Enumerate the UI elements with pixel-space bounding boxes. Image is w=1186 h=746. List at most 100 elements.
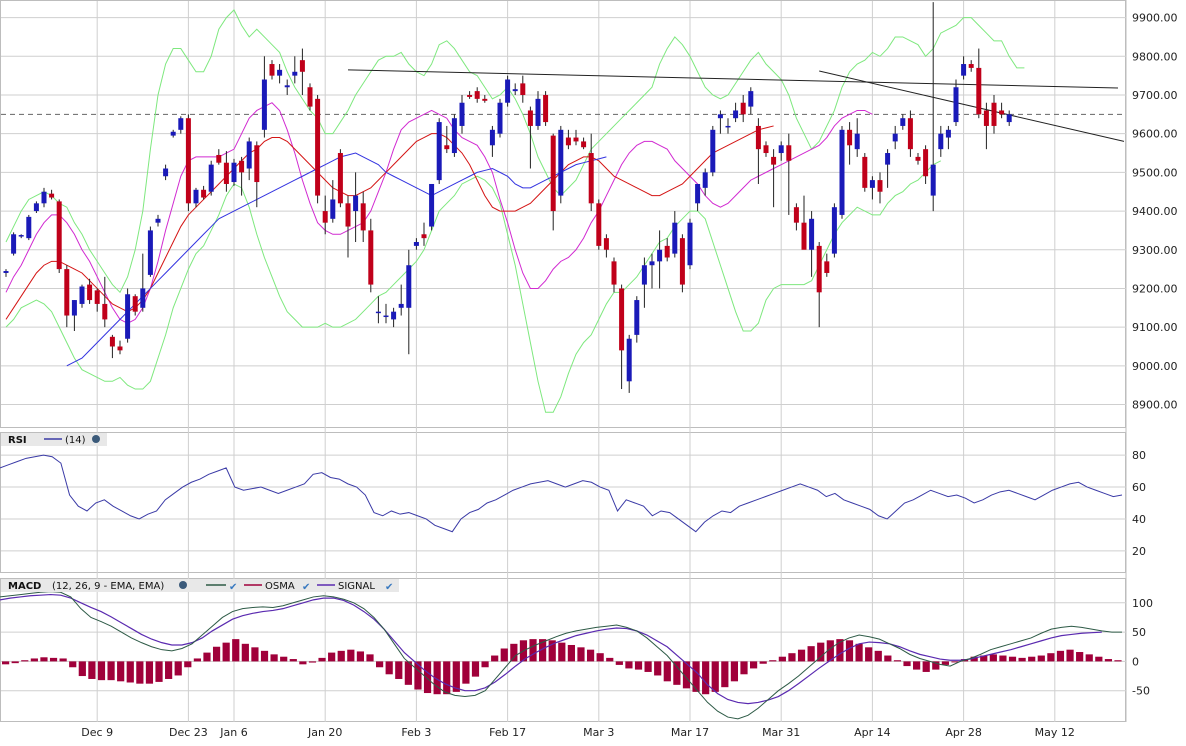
- check-icon[interactable]: ✔: [229, 582, 237, 593]
- panel-frames: [0, 0, 1127, 722]
- moving-average-slow-line: [66, 152, 607, 367]
- candle-body: [885, 153, 891, 165]
- rsi-tick-label: 60: [1132, 481, 1146, 494]
- price-tick-label: 9600.00: [1132, 128, 1178, 141]
- macd-line: [0, 591, 1122, 720]
- candle-body: [611, 261, 617, 285]
- osma-bar: [721, 661, 729, 688]
- rsi-params: (14): [65, 435, 86, 446]
- candle-body: [102, 303, 108, 320]
- bollinger-upper-line: [5, 9, 1025, 294]
- date-tick-label: Jan 6: [219, 726, 247, 739]
- osma-bar: [903, 661, 911, 667]
- date-tick-label: Dec 23: [169, 726, 208, 739]
- signal-legend-label: SIGNAL: [338, 581, 375, 592]
- candle-body: [64, 269, 70, 316]
- osma-bar: [548, 640, 556, 662]
- candle-body: [208, 164, 214, 192]
- osma-bar: [2, 661, 10, 665]
- osma-bar: [433, 661, 441, 695]
- price-tick-label: 9000.00: [1132, 360, 1178, 373]
- rsi-header[interactable]: RSI (14): [1, 433, 107, 446]
- check-icon[interactable]: ✔: [302, 582, 310, 593]
- candle-body: [261, 79, 267, 130]
- candle-body: [824, 261, 830, 273]
- osma-bar: [692, 661, 700, 692]
- osma-bar: [586, 649, 595, 662]
- candle-body: [117, 346, 123, 351]
- candle-body: [489, 129, 495, 146]
- candle-body: [771, 156, 777, 165]
- candle-body: [664, 245, 670, 258]
- osma-bar: [318, 657, 326, 662]
- candle-body: [953, 87, 959, 123]
- candle-body: [581, 141, 587, 148]
- osma-bar: [328, 652, 336, 662]
- osma-bar: [1076, 652, 1084, 662]
- candle-body: [915, 156, 921, 161]
- candle-body: [550, 135, 556, 212]
- settings-icon[interactable]: [179, 581, 187, 589]
- candle-body: [193, 189, 199, 204]
- candle-body: [315, 98, 321, 196]
- osma-bar: [21, 660, 29, 662]
- candle-body: [900, 118, 906, 126]
- osma-bar: [1037, 655, 1045, 662]
- candle-body: [877, 180, 883, 192]
- macd-header[interactable]: MACD (12, 26, 9 - EMA, EMA) ✔ OSMA ✔ SIG…: [1, 579, 399, 593]
- osma-bar: [845, 640, 854, 662]
- osma-bar: [1018, 657, 1026, 662]
- candle-body: [140, 288, 146, 308]
- candle-body: [163, 168, 169, 177]
- candle-body: [451, 118, 457, 154]
- candle-body: [26, 216, 32, 239]
- osma-bar: [404, 661, 412, 685]
- trendline-resistance: [347, 69, 1119, 89]
- candle-body: [79, 286, 85, 304]
- signal-line: [0, 593, 1102, 705]
- osma-bar: [107, 661, 115, 681]
- osma-bar: [69, 661, 77, 668]
- candle-body: [626, 338, 632, 382]
- candle-body: [702, 172, 708, 188]
- date-tick-label: Mar 31: [762, 726, 800, 739]
- candle-body: [809, 218, 815, 250]
- osma-bar: [232, 639, 240, 662]
- osma-bar: [529, 639, 537, 662]
- candle-body: [94, 290, 100, 304]
- osma-bar: [797, 649, 806, 662]
- candle-body: [239, 160, 245, 173]
- candle-body: [596, 203, 602, 246]
- osma-bar: [59, 658, 67, 662]
- date-tick-label: Feb 17: [489, 726, 526, 739]
- candle-body: [854, 133, 860, 150]
- osma-bar: [165, 661, 173, 679]
- osma-bar: [481, 661, 489, 668]
- candle-body: [976, 67, 982, 115]
- candle-body: [201, 189, 207, 198]
- candle-body: [231, 162, 237, 183]
- osma-bar: [1104, 659, 1113, 662]
- osma-bar: [395, 661, 403, 679]
- osma-bar: [40, 657, 48, 662]
- osma-bar: [385, 661, 393, 675]
- check-icon[interactable]: ✔: [385, 582, 393, 593]
- candle-body: [170, 131, 176, 136]
- candle-body: [892, 133, 898, 142]
- candle-body: [246, 141, 252, 169]
- osma-bar: [78, 661, 86, 677]
- osma-bar: [1085, 654, 1093, 662]
- candle-body: [391, 311, 397, 320]
- candle-body: [847, 129, 853, 146]
- osma-bar: [1095, 656, 1103, 662]
- settings-icon[interactable]: [92, 435, 100, 443]
- osma-bar: [145, 661, 154, 684]
- candle-body: [444, 145, 450, 150]
- rsi-title: RSI: [8, 435, 27, 446]
- osma-bar: [117, 661, 125, 682]
- macd-tick-label: 0: [1132, 655, 1139, 668]
- candle-body: [755, 125, 761, 150]
- trendline-descending: [819, 70, 1125, 142]
- osma-bar: [423, 661, 432, 694]
- osma-bar: [807, 646, 815, 662]
